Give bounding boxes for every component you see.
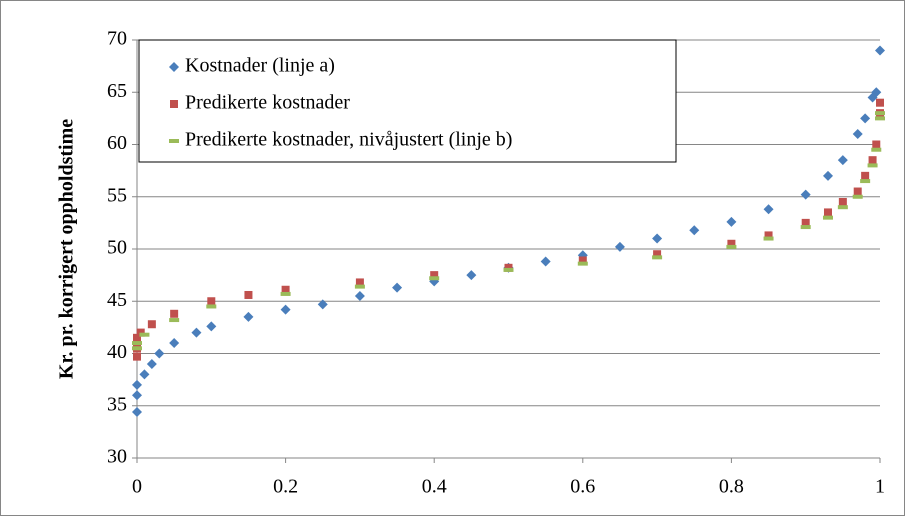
- y-axis-label: Kr. pr. korrigert oppholdstime: [56, 119, 78, 379]
- point: [726, 216, 737, 227]
- point: [822, 170, 833, 181]
- point: [503, 267, 514, 272]
- point: [653, 250, 662, 259]
- point: [169, 318, 180, 323]
- point: [652, 233, 663, 244]
- legend-label: Predikerte kostnader: [185, 92, 350, 114]
- point: [875, 111, 885, 116]
- point: [838, 197, 847, 206]
- point: [154, 348, 165, 359]
- point: [871, 147, 882, 152]
- point: [822, 215, 833, 220]
- point: [800, 225, 811, 230]
- point: [823, 208, 832, 217]
- x-tick-label: 1: [875, 476, 885, 498]
- x-tick-label: 0.4: [422, 476, 447, 498]
- point: [689, 225, 700, 236]
- point: [139, 332, 150, 337]
- y-tick-label: 40: [107, 341, 127, 363]
- point: [132, 407, 142, 418]
- point: [652, 255, 663, 260]
- point: [133, 333, 141, 342]
- y-tick-label: 50: [107, 237, 127, 259]
- point: [763, 236, 774, 241]
- point: [280, 291, 291, 296]
- point: [763, 204, 774, 215]
- point: [853, 187, 862, 196]
- point: [206, 304, 217, 309]
- point: [727, 239, 736, 248]
- point: [764, 231, 773, 240]
- point: [280, 304, 291, 315]
- legend-label: Kostnader (linje a): [185, 55, 335, 77]
- legend-marker: [169, 62, 179, 72]
- y-tick-label: 70: [107, 28, 127, 50]
- legend-marker: [169, 139, 179, 143]
- point: [136, 328, 145, 337]
- point: [800, 189, 811, 200]
- point: [868, 156, 877, 165]
- y-tick-label: 30: [107, 446, 127, 468]
- point: [147, 320, 156, 329]
- y-tick-label: 35: [107, 393, 127, 415]
- point: [132, 341, 142, 346]
- point: [132, 379, 142, 390]
- x-tick-label: 0.8: [719, 476, 744, 498]
- y-tick-label: 55: [107, 184, 127, 206]
- point: [191, 327, 202, 338]
- point: [466, 270, 477, 281]
- point: [614, 241, 625, 252]
- point: [540, 256, 551, 267]
- y-tick-label: 60: [107, 132, 127, 154]
- point: [837, 205, 848, 210]
- x-tick-label: 0.6: [570, 476, 595, 498]
- point: [871, 87, 882, 98]
- point: [429, 276, 440, 281]
- point: [139, 369, 150, 380]
- point: [430, 271, 439, 280]
- point: [852, 194, 863, 199]
- point: [867, 163, 878, 168]
- point: [801, 218, 810, 227]
- point: [861, 171, 870, 180]
- point: [860, 113, 871, 124]
- point: [243, 311, 254, 322]
- point: [132, 390, 142, 401]
- point: [355, 278, 364, 287]
- point: [837, 155, 848, 166]
- legend: [138, 39, 677, 163]
- point: [504, 263, 513, 272]
- y-tick-label: 45: [107, 289, 127, 311]
- point: [206, 321, 217, 332]
- y-tick-label: 65: [107, 80, 127, 102]
- point: [852, 129, 863, 140]
- point: [392, 282, 403, 293]
- point: [354, 291, 365, 302]
- legend-label: Predikerte kostnader, nivåjustert (linje…: [185, 129, 512, 151]
- legend-marker: [170, 100, 178, 108]
- point: [876, 98, 884, 107]
- point: [133, 352, 141, 361]
- point: [170, 309, 179, 318]
- point: [169, 338, 180, 349]
- point: [872, 140, 881, 149]
- point: [244, 290, 253, 299]
- point: [132, 346, 142, 351]
- point: [860, 179, 871, 184]
- point: [317, 299, 328, 310]
- point: [875, 116, 885, 121]
- point: [146, 358, 157, 369]
- point: [207, 297, 216, 306]
- point: [577, 261, 588, 266]
- x-tick-label: 0: [132, 476, 142, 498]
- x-tick-label: 0.2: [273, 476, 298, 498]
- point: [875, 45, 885, 56]
- point: [354, 284, 365, 289]
- point: [578, 256, 587, 265]
- point: [281, 285, 290, 294]
- point: [726, 244, 737, 249]
